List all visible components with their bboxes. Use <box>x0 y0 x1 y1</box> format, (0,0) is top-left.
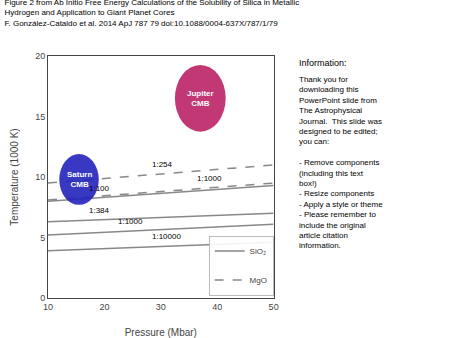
svg-text:15: 15 <box>35 112 45 122</box>
svg-text:Information:: Information: <box>299 58 347 68</box>
svg-text:Temperature (1000 K): Temperature (1000 K) <box>9 128 20 225</box>
svg-text:10: 10 <box>43 302 53 312</box>
svg-text:1:10000: 1:10000 <box>152 232 181 241</box>
svg-text:1:1000: 1:1000 <box>118 217 143 226</box>
svg-text:Thank you fordownloading thisP: Thank you fordownloading thisPowerPoint … <box>299 75 383 250</box>
svg-text:SaturnCMB: SaturnCMB <box>67 170 92 189</box>
svg-text:1:384: 1:384 <box>89 206 110 215</box>
svg-text:10: 10 <box>35 172 45 182</box>
svg-text:50: 50 <box>269 302 279 312</box>
svg-text:0: 0 <box>40 293 45 303</box>
svg-text:MgO: MgO <box>250 276 267 285</box>
svg-text:1:1000: 1:1000 <box>197 174 222 183</box>
svg-text:SiO₂: SiO₂ <box>250 247 266 256</box>
svg-text:Figure 2 from Ab Initio Free E: Figure 2 from Ab Initio Free Energy Calc… <box>5 0 300 28</box>
svg-text:20: 20 <box>99 302 109 312</box>
svg-text:5: 5 <box>40 233 45 243</box>
svg-text:30: 30 <box>156 302 166 312</box>
svg-text:1:254: 1:254 <box>152 160 173 169</box>
svg-text:40: 40 <box>212 302 222 312</box>
svg-text:JupiterCMB: JupiterCMB <box>187 89 214 108</box>
svg-text:1:100: 1:100 <box>89 184 110 193</box>
svg-text:20: 20 <box>35 51 45 61</box>
svg-text:Pressure (Mbar): Pressure (Mbar) <box>125 327 197 338</box>
